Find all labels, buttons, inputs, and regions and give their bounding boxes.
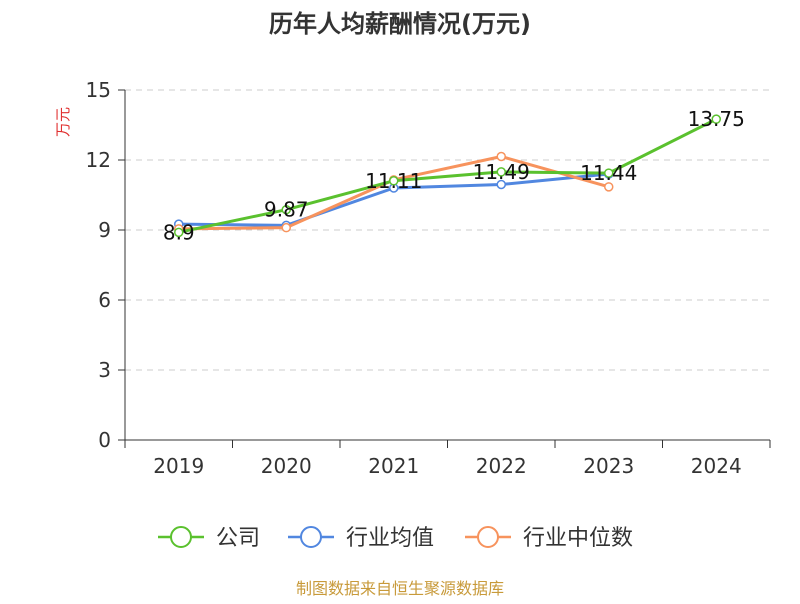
series-layer [174, 114, 721, 238]
legend-label: 公司 [216, 526, 260, 551]
y-tick-label: 9 [98, 218, 111, 242]
y-tick-label: 12 [86, 148, 111, 172]
data-point[interactable] [711, 114, 721, 124]
legend-item[interactable]: 公司 [158, 526, 260, 551]
data-labels: 8.9 9.87 11.11 11.49 11.44 13.75 [163, 107, 745, 244]
data-point[interactable] [389, 176, 399, 186]
legend-marker-icon [477, 526, 499, 548]
y-axis-title: 万元 [54, 107, 72, 137]
grid-lines [125, 89, 770, 371]
x-tick-label: 2022 [476, 454, 527, 478]
series-company [174, 114, 721, 238]
series-line [177, 117, 718, 234]
x-tick-label: 2024 [691, 454, 742, 478]
legend-label: 行业均值 [346, 526, 434, 551]
data-point[interactable] [496, 179, 506, 190]
legend-label: 行业中位数 [523, 526, 633, 551]
data-point[interactable] [281, 222, 291, 233]
x-tick-label: 2021 [368, 454, 419, 478]
axes: 0 3 6 9 12 15 2019 2020 2021 2022 2023 2024 [86, 78, 771, 478]
y-tick-label: 6 [98, 288, 111, 312]
data-point[interactable] [496, 167, 506, 177]
x-tick-label: 2023 [583, 454, 634, 478]
x-tick-label: 2019 [153, 454, 204, 478]
legend[interactable]: 公司 行业均值 行业中位数 [158, 526, 633, 551]
data-point[interactable] [174, 227, 184, 238]
data-label: 11.49 [473, 160, 530, 184]
data-point[interactable] [281, 204, 291, 215]
legend-marker-icon [300, 526, 322, 548]
y-tick-label: 15 [86, 78, 111, 102]
y-tick-label: 3 [98, 358, 111, 382]
chart-title: 历年人均薪酬情况(万元) [269, 10, 531, 38]
data-point[interactable] [604, 168, 614, 178]
legend-item[interactable]: 行业中位数 [465, 526, 633, 551]
data-point[interactable] [496, 151, 506, 162]
data-label: 13.75 [688, 107, 745, 131]
source-note: 制图数据来自恒生聚源数据库 [296, 579, 504, 598]
y-tick-label: 0 [98, 428, 111, 452]
data-label: 8.9 [163, 220, 195, 244]
data-point[interactable] [604, 182, 614, 192]
data-label: 11.11 [365, 169, 422, 193]
x-tick-label: 2020 [261, 454, 312, 478]
legend-item[interactable]: 行业均值 [288, 526, 434, 551]
data-label: 11.44 [580, 161, 637, 185]
legend-marker-icon [170, 526, 192, 548]
data-label: 9.87 [264, 198, 309, 222]
